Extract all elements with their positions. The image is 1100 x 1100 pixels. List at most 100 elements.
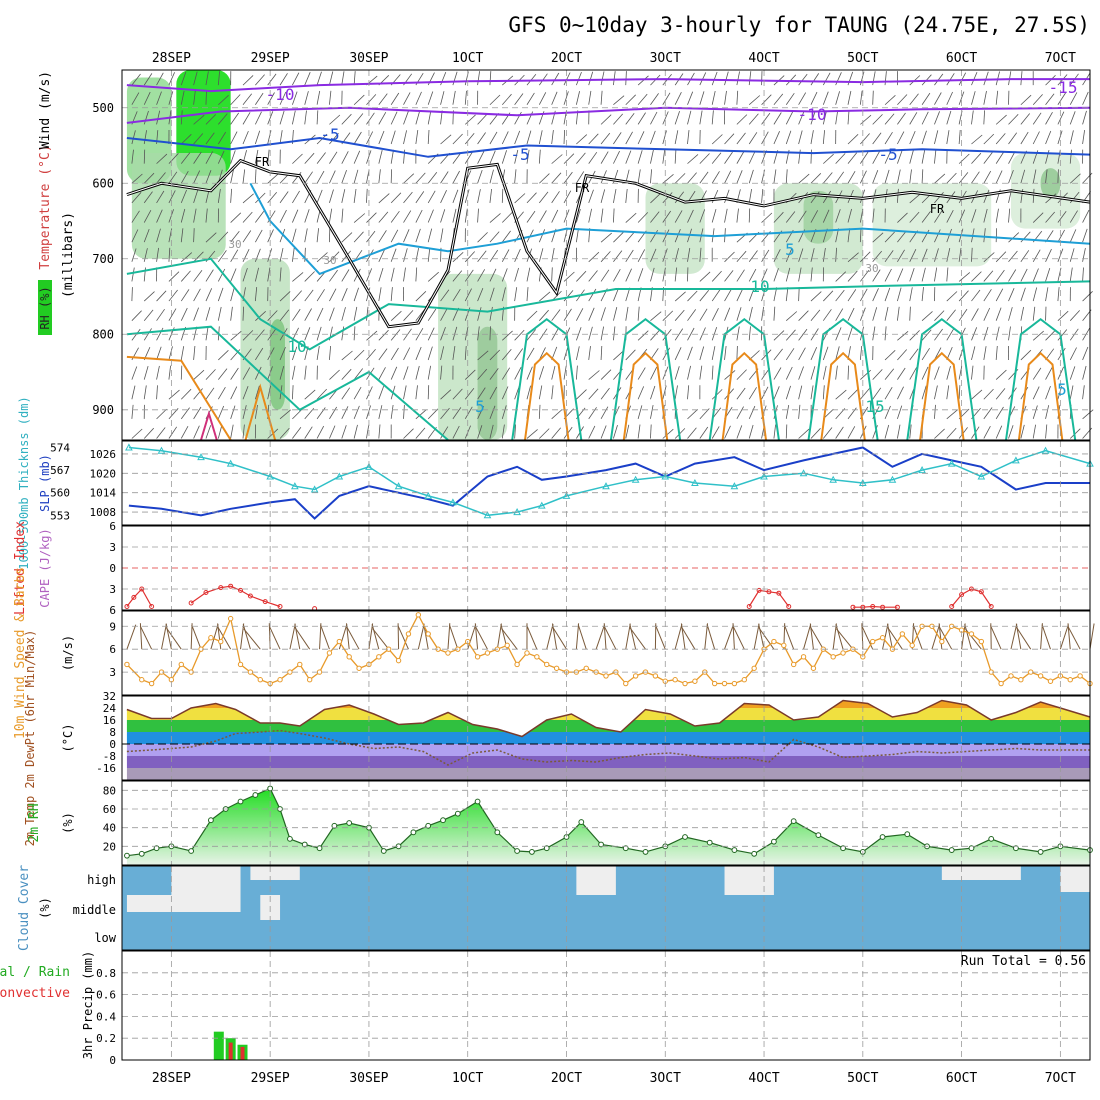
wind-barb — [440, 346, 445, 361]
wind-barb — [859, 90, 863, 105]
wind-barb — [304, 171, 313, 184]
wind-barb — [156, 365, 160, 380]
wind-barb — [836, 628, 854, 650]
wind-barb — [242, 130, 249, 145]
wind-barb — [588, 133, 599, 145]
wind-barb — [934, 73, 944, 86]
wind-barb — [464, 288, 472, 302]
wind-barb — [595, 624, 606, 650]
wind-barb — [205, 208, 208, 223]
wind-barb — [1067, 625, 1081, 650]
wind-barb — [588, 388, 599, 400]
wind-barb — [329, 114, 341, 125]
wind-speed-point — [553, 665, 560, 671]
wind-speed-point — [287, 669, 293, 675]
wind-barb — [884, 231, 895, 243]
wind-barb — [748, 150, 756, 164]
rh-shading-region — [803, 190, 834, 244]
wind-barb — [304, 426, 313, 439]
wind-barb — [390, 149, 394, 164]
wind-barb — [995, 425, 1003, 439]
wind-barb — [736, 345, 738, 360]
rh-point — [815, 832, 822, 839]
wind-barb — [502, 330, 513, 341]
wind-barb — [921, 311, 933, 321]
wind-barb — [378, 267, 384, 282]
cloud-level-label: middle — [73, 903, 116, 917]
wind-barb — [625, 249, 634, 263]
wind-barb — [316, 152, 326, 164]
wind-barb — [526, 130, 532, 145]
wind-barb — [699, 271, 711, 282]
wind-barb — [563, 209, 570, 223]
wind-barb — [736, 288, 744, 302]
wind-barb — [403, 404, 405, 419]
wind-barb — [983, 270, 994, 282]
panel-frame — [121, 525, 1091, 611]
wind-barb — [440, 389, 452, 400]
ylabel-wind: Wind (m/s) — [38, 71, 53, 149]
wind-barb — [1008, 151, 1016, 164]
wind-barb — [662, 267, 666, 282]
wind-speed-point — [652, 673, 659, 679]
wind-barb — [600, 251, 611, 263]
wind-barb — [217, 306, 222, 321]
wind-barb — [156, 247, 159, 262]
wind-barb — [625, 112, 635, 125]
wind-barb — [242, 306, 244, 321]
wind-barb — [427, 129, 430, 145]
wind-barb — [724, 370, 736, 380]
wind-barb — [674, 92, 682, 105]
wind-barb — [588, 208, 592, 223]
wind-speed-point — [405, 631, 412, 637]
wind-barb — [1008, 307, 1013, 321]
wind-barb — [810, 385, 814, 400]
wind-barb — [650, 329, 661, 341]
wind-barb — [205, 170, 212, 184]
wind-barb — [448, 624, 459, 650]
wind-barb — [440, 91, 445, 105]
wind-barb — [896, 169, 901, 184]
ylabel-wind10m-units: (m/s) — [61, 635, 75, 671]
wind-barb — [1020, 268, 1028, 282]
wind-barb — [1032, 405, 1038, 419]
wind-barb — [180, 152, 191, 164]
wind-barb — [798, 92, 807, 105]
wind-barb — [748, 132, 758, 145]
wind-barb — [810, 248, 815, 262]
rh-tick-label: 20 — [103, 840, 116, 853]
wind-barb — [217, 250, 227, 263]
wind-barb — [440, 134, 452, 145]
wind-barb — [1069, 229, 1077, 243]
wind-barb — [600, 114, 612, 125]
wind-barb — [884, 71, 887, 86]
rh-point — [494, 829, 501, 836]
wind-barb — [822, 172, 833, 184]
wind-barb — [897, 330, 909, 341]
wind-barb — [205, 326, 209, 341]
wind-barb — [613, 208, 615, 223]
wind-barb — [230, 94, 241, 106]
wind-barb — [995, 114, 1007, 125]
wind-barb — [538, 347, 546, 361]
wind-barb — [897, 249, 905, 263]
wind-barb — [440, 289, 450, 302]
contour-label: FR — [930, 202, 945, 216]
wind-barb — [748, 71, 752, 86]
wind-barb — [748, 306, 753, 321]
wind-barb — [168, 308, 177, 321]
wind-barb — [706, 624, 716, 650]
wind-barb — [1032, 94, 1043, 106]
wind-barb — [1082, 209, 1090, 223]
wind-barb — [662, 385, 667, 400]
wind-barb — [403, 428, 414, 439]
wind-barb — [971, 91, 976, 105]
wind-barb — [810, 267, 813, 282]
wind-speed-point — [504, 642, 510, 649]
wind-barb — [835, 271, 847, 282]
wind-barb — [575, 208, 581, 223]
wind-barb — [662, 92, 671, 105]
lifted-index-line — [748, 589, 790, 607]
wind-barb — [131, 73, 141, 86]
lifted-index-point — [149, 604, 155, 609]
